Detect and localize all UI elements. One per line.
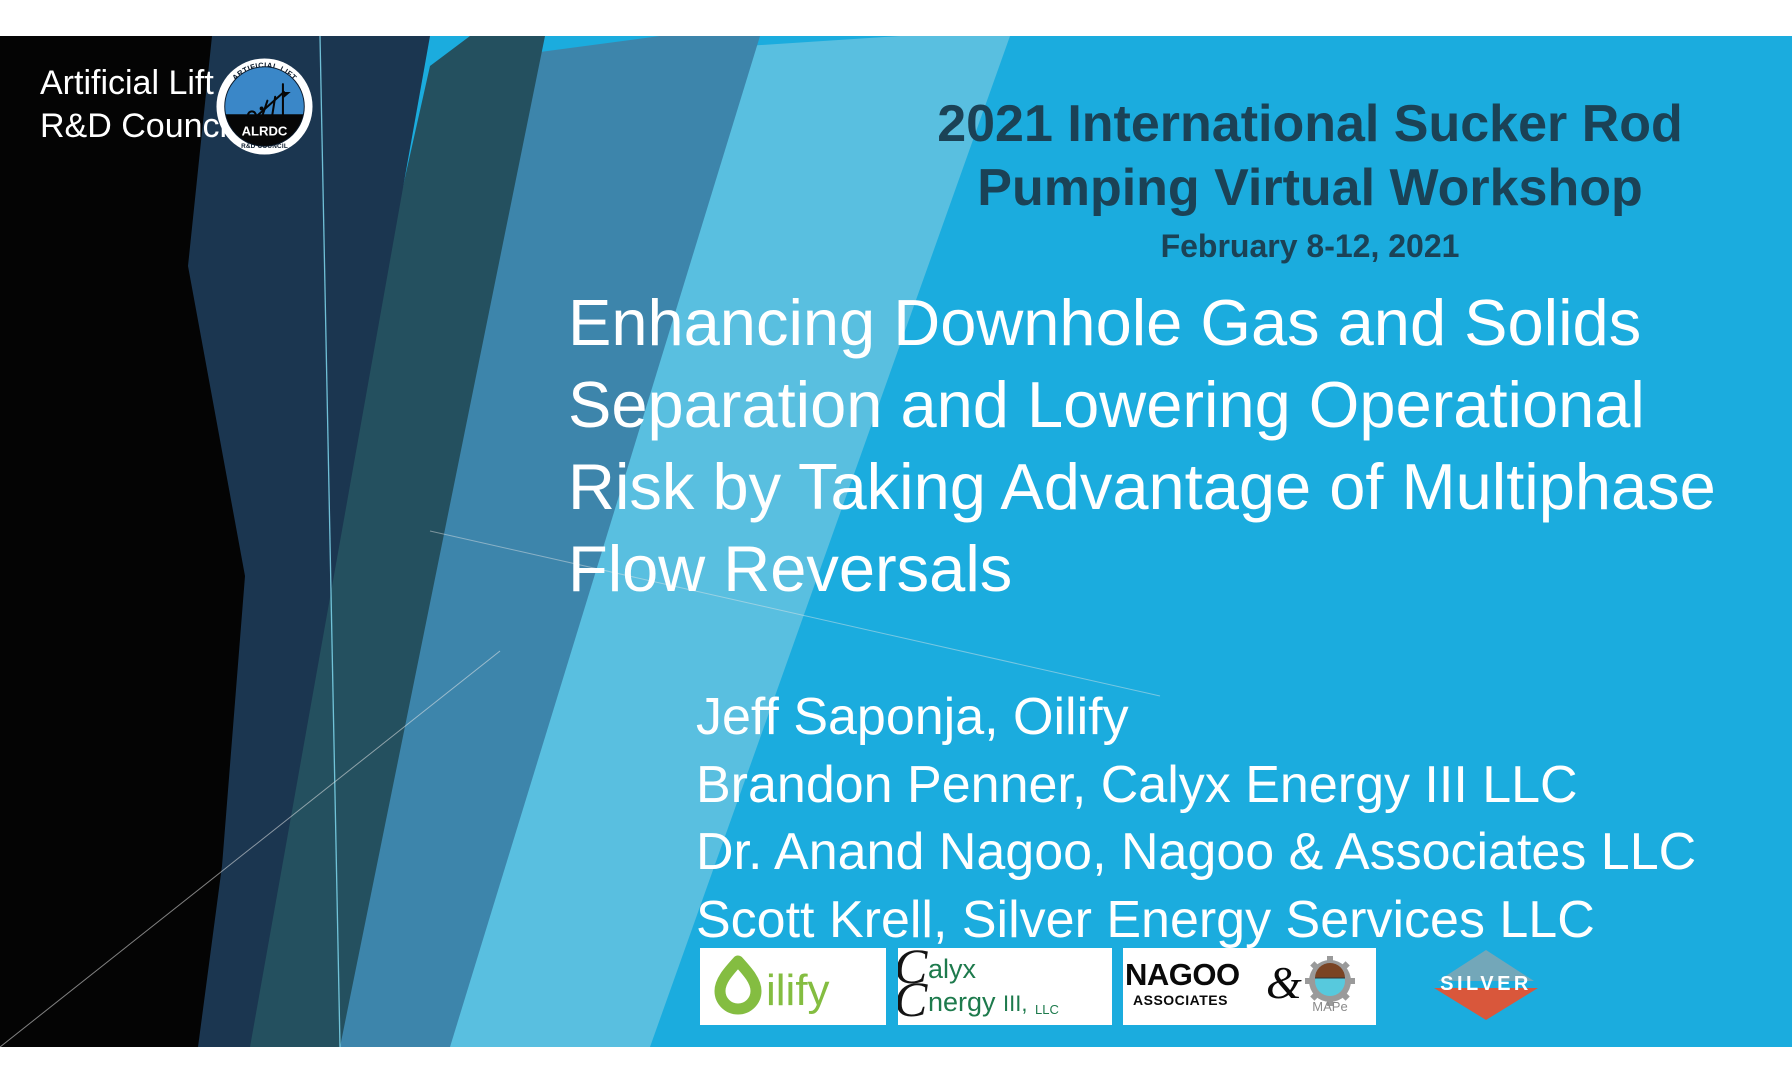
svg-text:alyx: alyx	[928, 954, 977, 984]
svg-text:MAPe: MAPe	[1312, 999, 1347, 1014]
svg-text:ALRDC: ALRDC	[242, 124, 288, 139]
svg-text:NAGOO: NAGOO	[1125, 957, 1240, 992]
svg-text:C: C	[898, 971, 928, 1025]
svg-text:ilify: ilify	[766, 966, 830, 1015]
svg-text:&: &	[1266, 957, 1302, 1008]
svg-text:nergy III, LLC: nergy III, LLC	[928, 987, 1059, 1017]
svg-text:SILVER: SILVER	[1440, 973, 1532, 995]
svg-text:ASSOCIATES: ASSOCIATES	[1133, 992, 1228, 1008]
